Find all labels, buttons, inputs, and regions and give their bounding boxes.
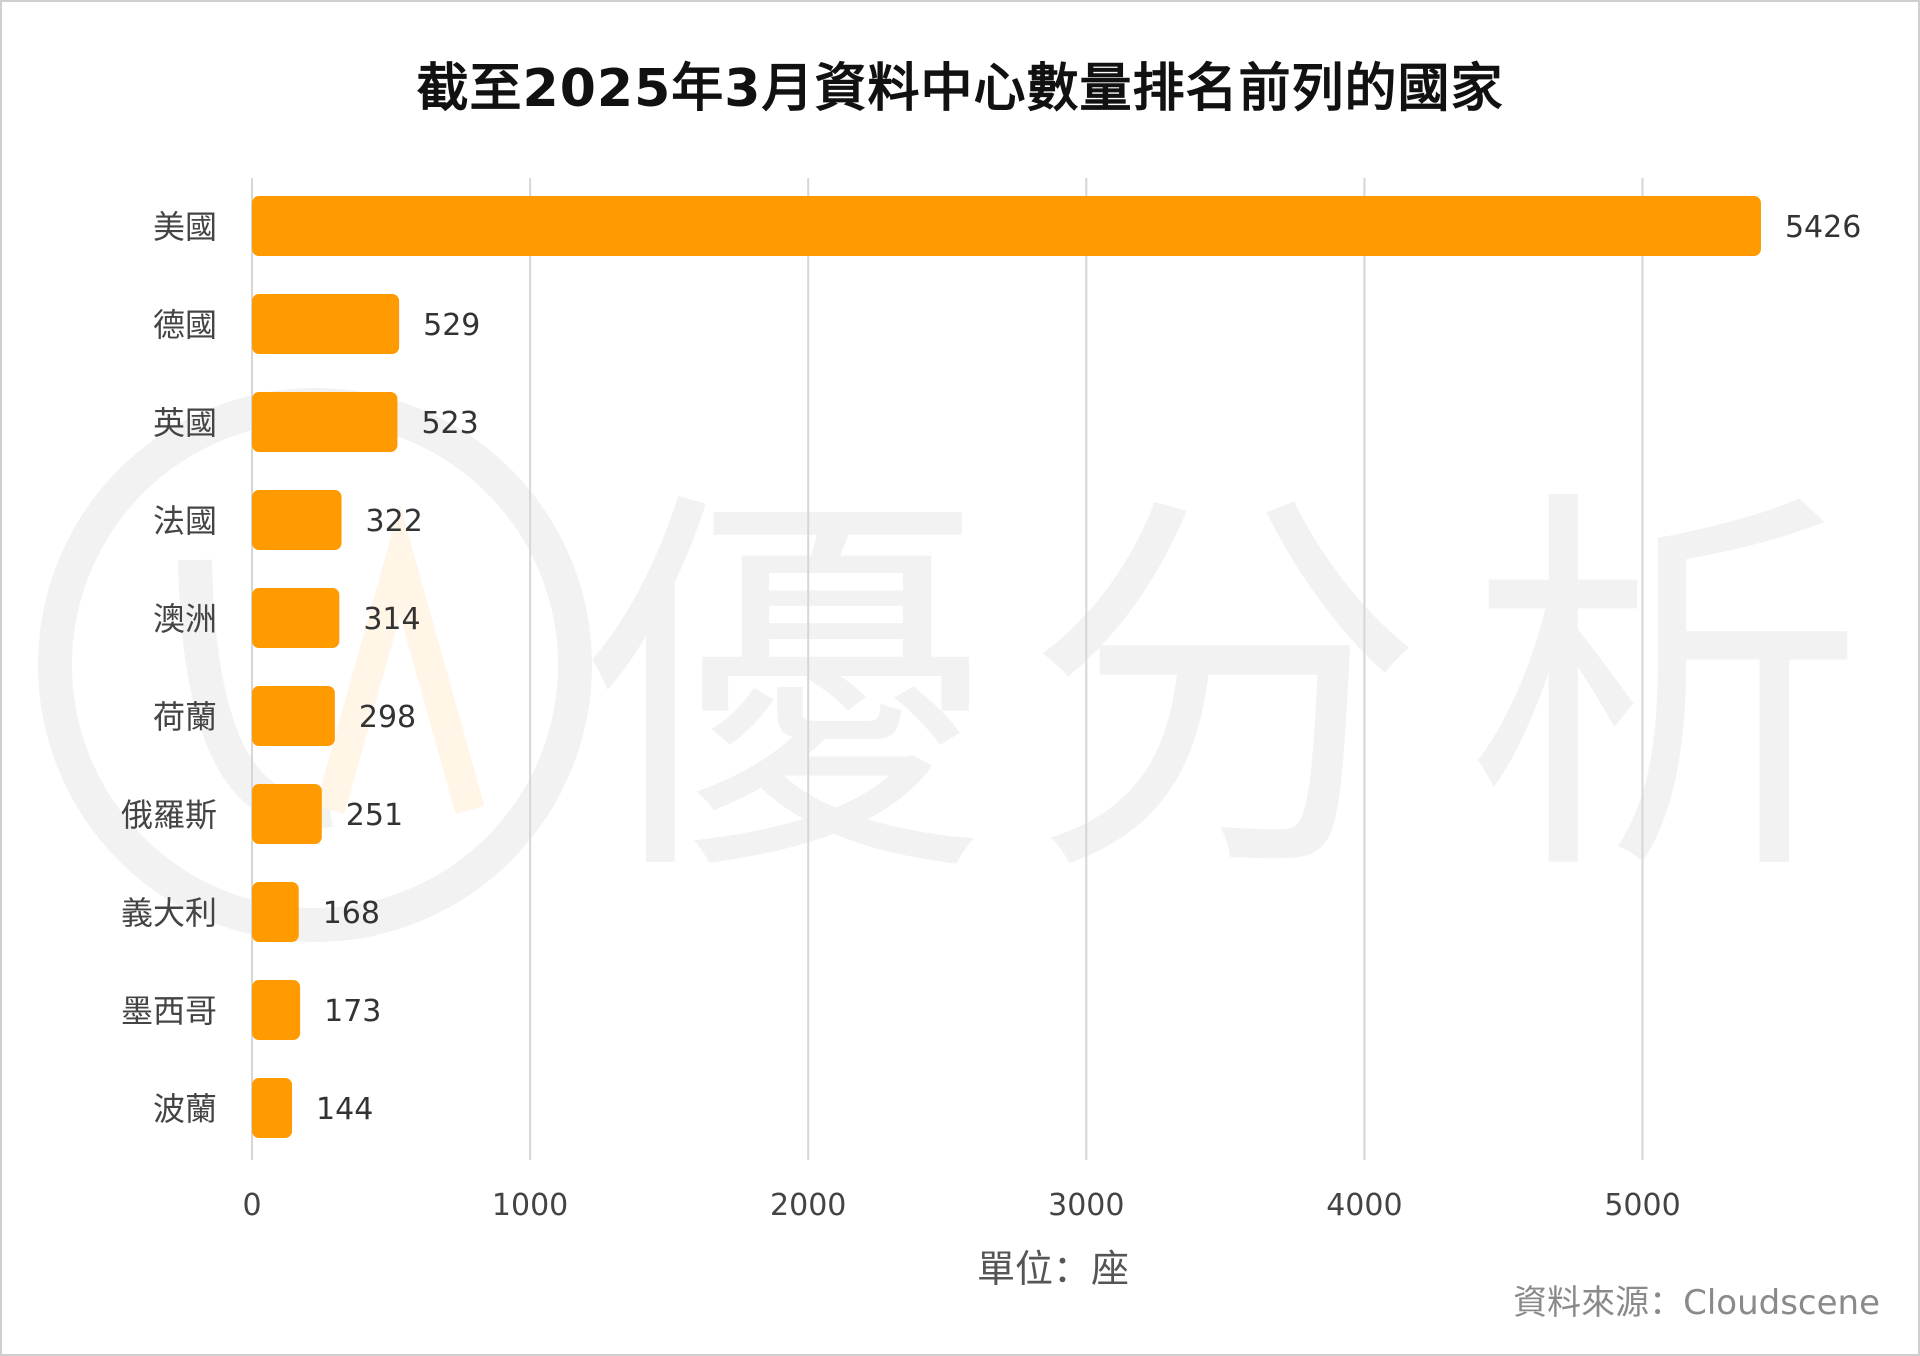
x-tick-label: 0 — [242, 1188, 261, 1223]
x-tick-label: 3000 — [1048, 1188, 1124, 1223]
x-tick-label: 1000 — [492, 1188, 568, 1223]
data-label: 5426 — [1785, 210, 1861, 245]
category-label: 英國 — [153, 404, 217, 442]
bars — [252, 196, 1761, 1138]
x-tick-label: 5000 — [1604, 1188, 1680, 1223]
data-label: 251 — [346, 798, 403, 833]
bar — [252, 784, 322, 844]
category-label: 德國 — [153, 306, 217, 344]
x-axis-label: 單位：座 — [977, 1247, 1129, 1291]
bar — [252, 490, 342, 550]
data-label: 529 — [423, 308, 480, 343]
category-label: 波蘭 — [153, 1090, 217, 1128]
category-label: 法國 — [153, 502, 217, 540]
data-label: 298 — [359, 700, 416, 735]
category-label: 澳洲 — [153, 600, 217, 638]
data-labels: 5426 529 523 322 314 298 251 168 173 144 — [316, 210, 1861, 1127]
data-label: 144 — [316, 1092, 373, 1127]
category-label: 墨西哥 — [121, 992, 217, 1030]
data-label: 173 — [324, 994, 381, 1029]
bar — [252, 196, 1761, 256]
x-tick-labels: 0 1000 2000 3000 4000 5000 — [242, 1188, 1680, 1223]
chart-title: 截至2025年3月資料中心數量排名前列的國家 — [416, 59, 1504, 119]
bar — [252, 1078, 293, 1138]
x-tick-label: 2000 — [770, 1188, 846, 1223]
source-note: 資料來源：Cloudscene — [1513, 1283, 1880, 1323]
bar — [252, 980, 301, 1040]
bar — [252, 882, 299, 942]
bar — [252, 588, 340, 648]
data-label: 322 — [366, 504, 423, 539]
data-label: 168 — [323, 896, 380, 931]
x-tick-label: 4000 — [1326, 1188, 1402, 1223]
bar — [252, 686, 335, 746]
bar — [252, 392, 398, 452]
category-label: 義大利 — [121, 894, 217, 932]
category-label: 美國 — [153, 208, 217, 246]
data-label: 523 — [421, 406, 478, 441]
bar — [252, 294, 400, 354]
category-label: 俄羅斯 — [121, 796, 217, 834]
data-label: 314 — [363, 602, 420, 637]
category-label: 荷蘭 — [153, 698, 217, 736]
